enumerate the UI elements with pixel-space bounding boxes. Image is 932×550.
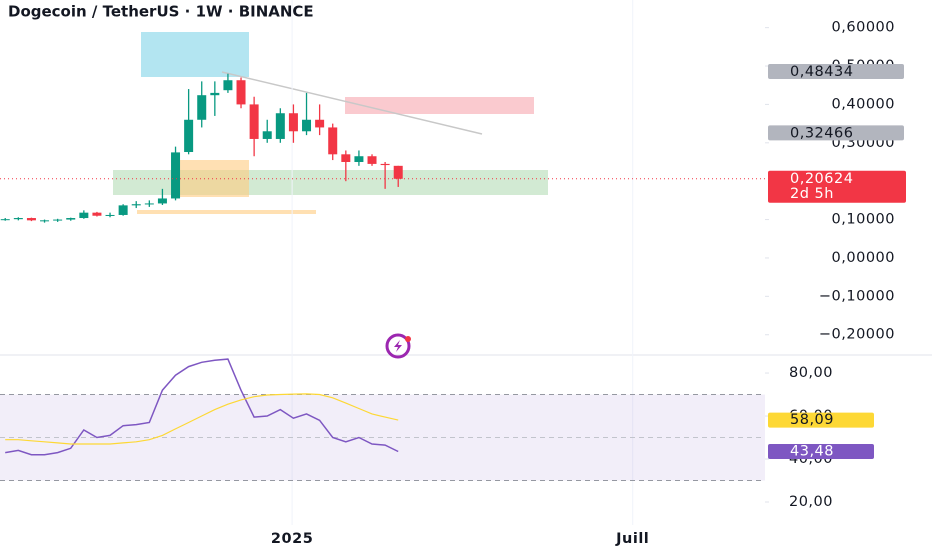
candle-body [223,80,233,91]
top-zone [141,32,249,77]
candle-body [26,218,36,221]
candle-body [131,204,141,206]
y-tick-label: 0,40000 [832,96,895,112]
y-tick-label: 0,60000 [832,20,895,36]
value-label: 58,09 [790,412,834,428]
price-label: 0,20624 [790,171,853,187]
candle-body [66,218,76,220]
candle-body [393,165,403,179]
value-label: 43,48 [790,444,834,460]
candle-body [197,95,207,120]
y-tick-label: 0,10000 [832,212,895,228]
trend-line [221,71,483,135]
candle-body [79,212,89,219]
candle-body [328,127,338,155]
value-label-box [768,412,874,428]
candle-body [236,80,246,105]
countdown: 2d 5h [790,186,834,202]
x-tick-label: Juill [615,531,649,547]
candle-body [249,104,259,139]
price-label-box [768,170,906,203]
level-line [137,210,316,214]
price-label: 0,32466 [790,125,853,141]
y-tick-label: 80,00 [789,365,833,381]
candle-body [367,156,377,164]
candle-body [341,154,351,162]
price-label-box [768,64,904,80]
price-label: 0,48434 [790,64,853,80]
value-label-box [768,444,874,460]
candle-body [157,198,167,204]
candle-body [144,203,154,205]
rsi-line [5,358,399,456]
candle-body [40,220,50,222]
candle-body [184,119,194,153]
x-tick-label: 2025 [271,531,313,547]
y-tick-label: −0,20000 [819,327,895,343]
y-tick-label: 20,00 [789,494,833,510]
rsi-line [5,393,399,445]
candle-body [92,212,102,216]
price-label-box [768,125,904,141]
candle-body [171,152,181,199]
candle-body [288,113,298,132]
logo [385,333,411,359]
y-tick-label: 0,00000 [832,250,895,266]
candle-body [13,218,23,220]
candle-body [53,219,63,221]
candle-body [118,205,128,215]
candle-body [302,119,312,132]
candle-body [262,131,272,139]
candle-body [315,119,325,128]
resistance-zone [345,97,534,114]
candle-body [210,92,220,96]
candle-body [0,219,10,221]
candle-body [354,156,364,162]
chart-title: Dogecoin / TetherUS · 1W · BINANCE [8,3,314,21]
y-tick-label: −0,10000 [819,288,895,304]
candle-body [380,163,390,166]
candle-body [105,214,115,216]
candle-body [275,113,285,139]
